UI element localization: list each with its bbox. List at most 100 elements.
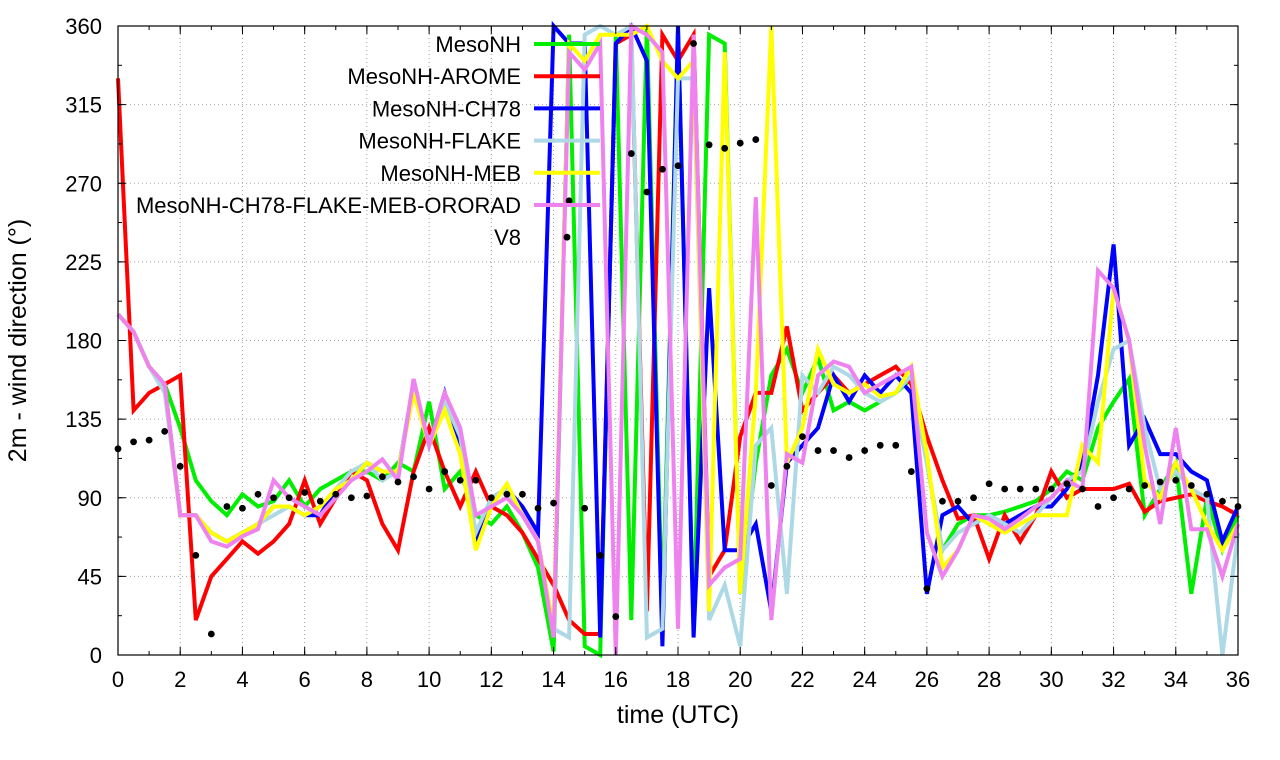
data-point: [441, 468, 449, 475]
x-tick-label: 8: [361, 667, 373, 692]
y-tick-label: 225: [65, 250, 102, 275]
x-tick-label: 10: [417, 667, 441, 692]
data-point: [192, 552, 200, 559]
x-tick-label: 36: [1226, 667, 1250, 692]
data-point: [1047, 485, 1055, 493]
data-point: [130, 438, 137, 446]
legend-label: MesoNH-CH78: [372, 96, 521, 121]
data-point: [1001, 485, 1009, 493]
data-point: [1172, 476, 1180, 484]
data-point: [1219, 497, 1226, 505]
data-point: [534, 504, 542, 512]
legend-label: MesoNH-CH78-FLAKE-MEB-ORORAD: [136, 193, 521, 218]
data-point: [223, 503, 231, 510]
data-point: [1141, 482, 1149, 489]
data-point: [643, 188, 651, 196]
data-point: [690, 40, 697, 47]
x-tick-label: 30: [1039, 667, 1063, 692]
data-point: [907, 468, 915, 475]
x-tick-label: 4: [236, 667, 248, 692]
data-point: [1016, 485, 1024, 493]
legend-entry: MesoNH-FLAKE: [358, 129, 600, 154]
series-line-mesonh-ch78-flake-meb-ororad: [116, 22, 1240, 656]
data-point: [954, 497, 962, 505]
data-point: [1079, 485, 1086, 493]
data-point: [1203, 490, 1211, 498]
y-tick-label: 360: [65, 14, 102, 39]
legend-label: MesoNH-FLAKE: [358, 129, 521, 154]
data-point: [379, 473, 386, 481]
data-point: [845, 454, 853, 461]
x-tick-label: 22: [790, 667, 814, 692]
data-point: [939, 497, 946, 505]
data-point: [1063, 480, 1071, 488]
data-point: [425, 485, 433, 493]
data-point: [581, 504, 589, 512]
data-point: [332, 490, 340, 498]
data-point: [301, 489, 309, 496]
x-tick-label: 24: [852, 667, 876, 692]
legend-entry: MesoNH-CH78-FLAKE-MEB-ORORAD: [136, 193, 600, 218]
data-point: [472, 476, 480, 484]
x-axis-label: time (UTC): [617, 701, 739, 729]
x-tick-label: 6: [299, 667, 311, 692]
x-tick-label: 34: [1164, 667, 1188, 692]
data-point: [674, 162, 682, 170]
data-point: [736, 139, 744, 147]
legend-entry: V8: [494, 225, 571, 250]
x-tick-label: 14: [541, 667, 565, 692]
data-point: [659, 165, 666, 173]
data-point: [783, 462, 791, 470]
legend: MesoNH MesoNH-AROME MesoNH-CH78 MesoNH-FLAK…: [136, 32, 600, 250]
legend-entry: MesoNH-AROME: [347, 64, 600, 89]
x-tick-label: 12: [479, 667, 503, 692]
data-point: [176, 462, 184, 470]
series-v8-points: [114, 40, 1242, 638]
x-tick-label: 26: [915, 667, 939, 692]
x-tick-label: 0: [112, 667, 124, 692]
legend-entry: MesoNH: [435, 32, 600, 57]
data-point: [270, 494, 277, 502]
data-point: [316, 497, 324, 505]
data-point: [767, 482, 775, 489]
data-point: [161, 427, 169, 435]
data-point: [814, 447, 822, 454]
legend-label: V8: [494, 225, 521, 250]
y-tick-label: 315: [65, 93, 102, 118]
series-line-mesonh-meb: [116, 23, 1240, 630]
y-axis-label: 2m - wind direction (°): [4, 219, 32, 462]
data-point: [721, 144, 729, 152]
legend-label: MesoNH-MEB: [380, 161, 521, 186]
y-tick-label: 180: [65, 329, 102, 354]
data-point: [970, 494, 977, 502]
data-point: [456, 476, 464, 484]
data-point: [1187, 482, 1195, 489]
data-point: [627, 150, 635, 157]
y-tick-label: 45: [78, 564, 102, 589]
data-point: [1125, 485, 1133, 493]
data-point: [830, 447, 837, 454]
data-point: [752, 136, 760, 143]
data-point: [892, 441, 900, 449]
data-point: [519, 490, 526, 498]
data-point: [1156, 478, 1164, 486]
legend-label: MesoNH: [435, 32, 521, 57]
data-point: [239, 504, 246, 512]
y-tick-label: 90: [78, 486, 102, 511]
x-tick-label: 16: [604, 667, 628, 692]
data-point: [1110, 494, 1117, 502]
data-point: [503, 490, 511, 498]
data-point: [923, 585, 931, 593]
data-point: [285, 494, 293, 502]
data-point: [410, 473, 417, 481]
data-point: [876, 441, 884, 449]
y-tick-label: 0: [90, 643, 102, 668]
data-point: [596, 552, 604, 559]
data-point: [254, 490, 262, 498]
x-tick-label: 28: [977, 667, 1001, 692]
data-point: [565, 197, 573, 205]
data-point: [1032, 485, 1040, 493]
data-point: [612, 613, 620, 620]
